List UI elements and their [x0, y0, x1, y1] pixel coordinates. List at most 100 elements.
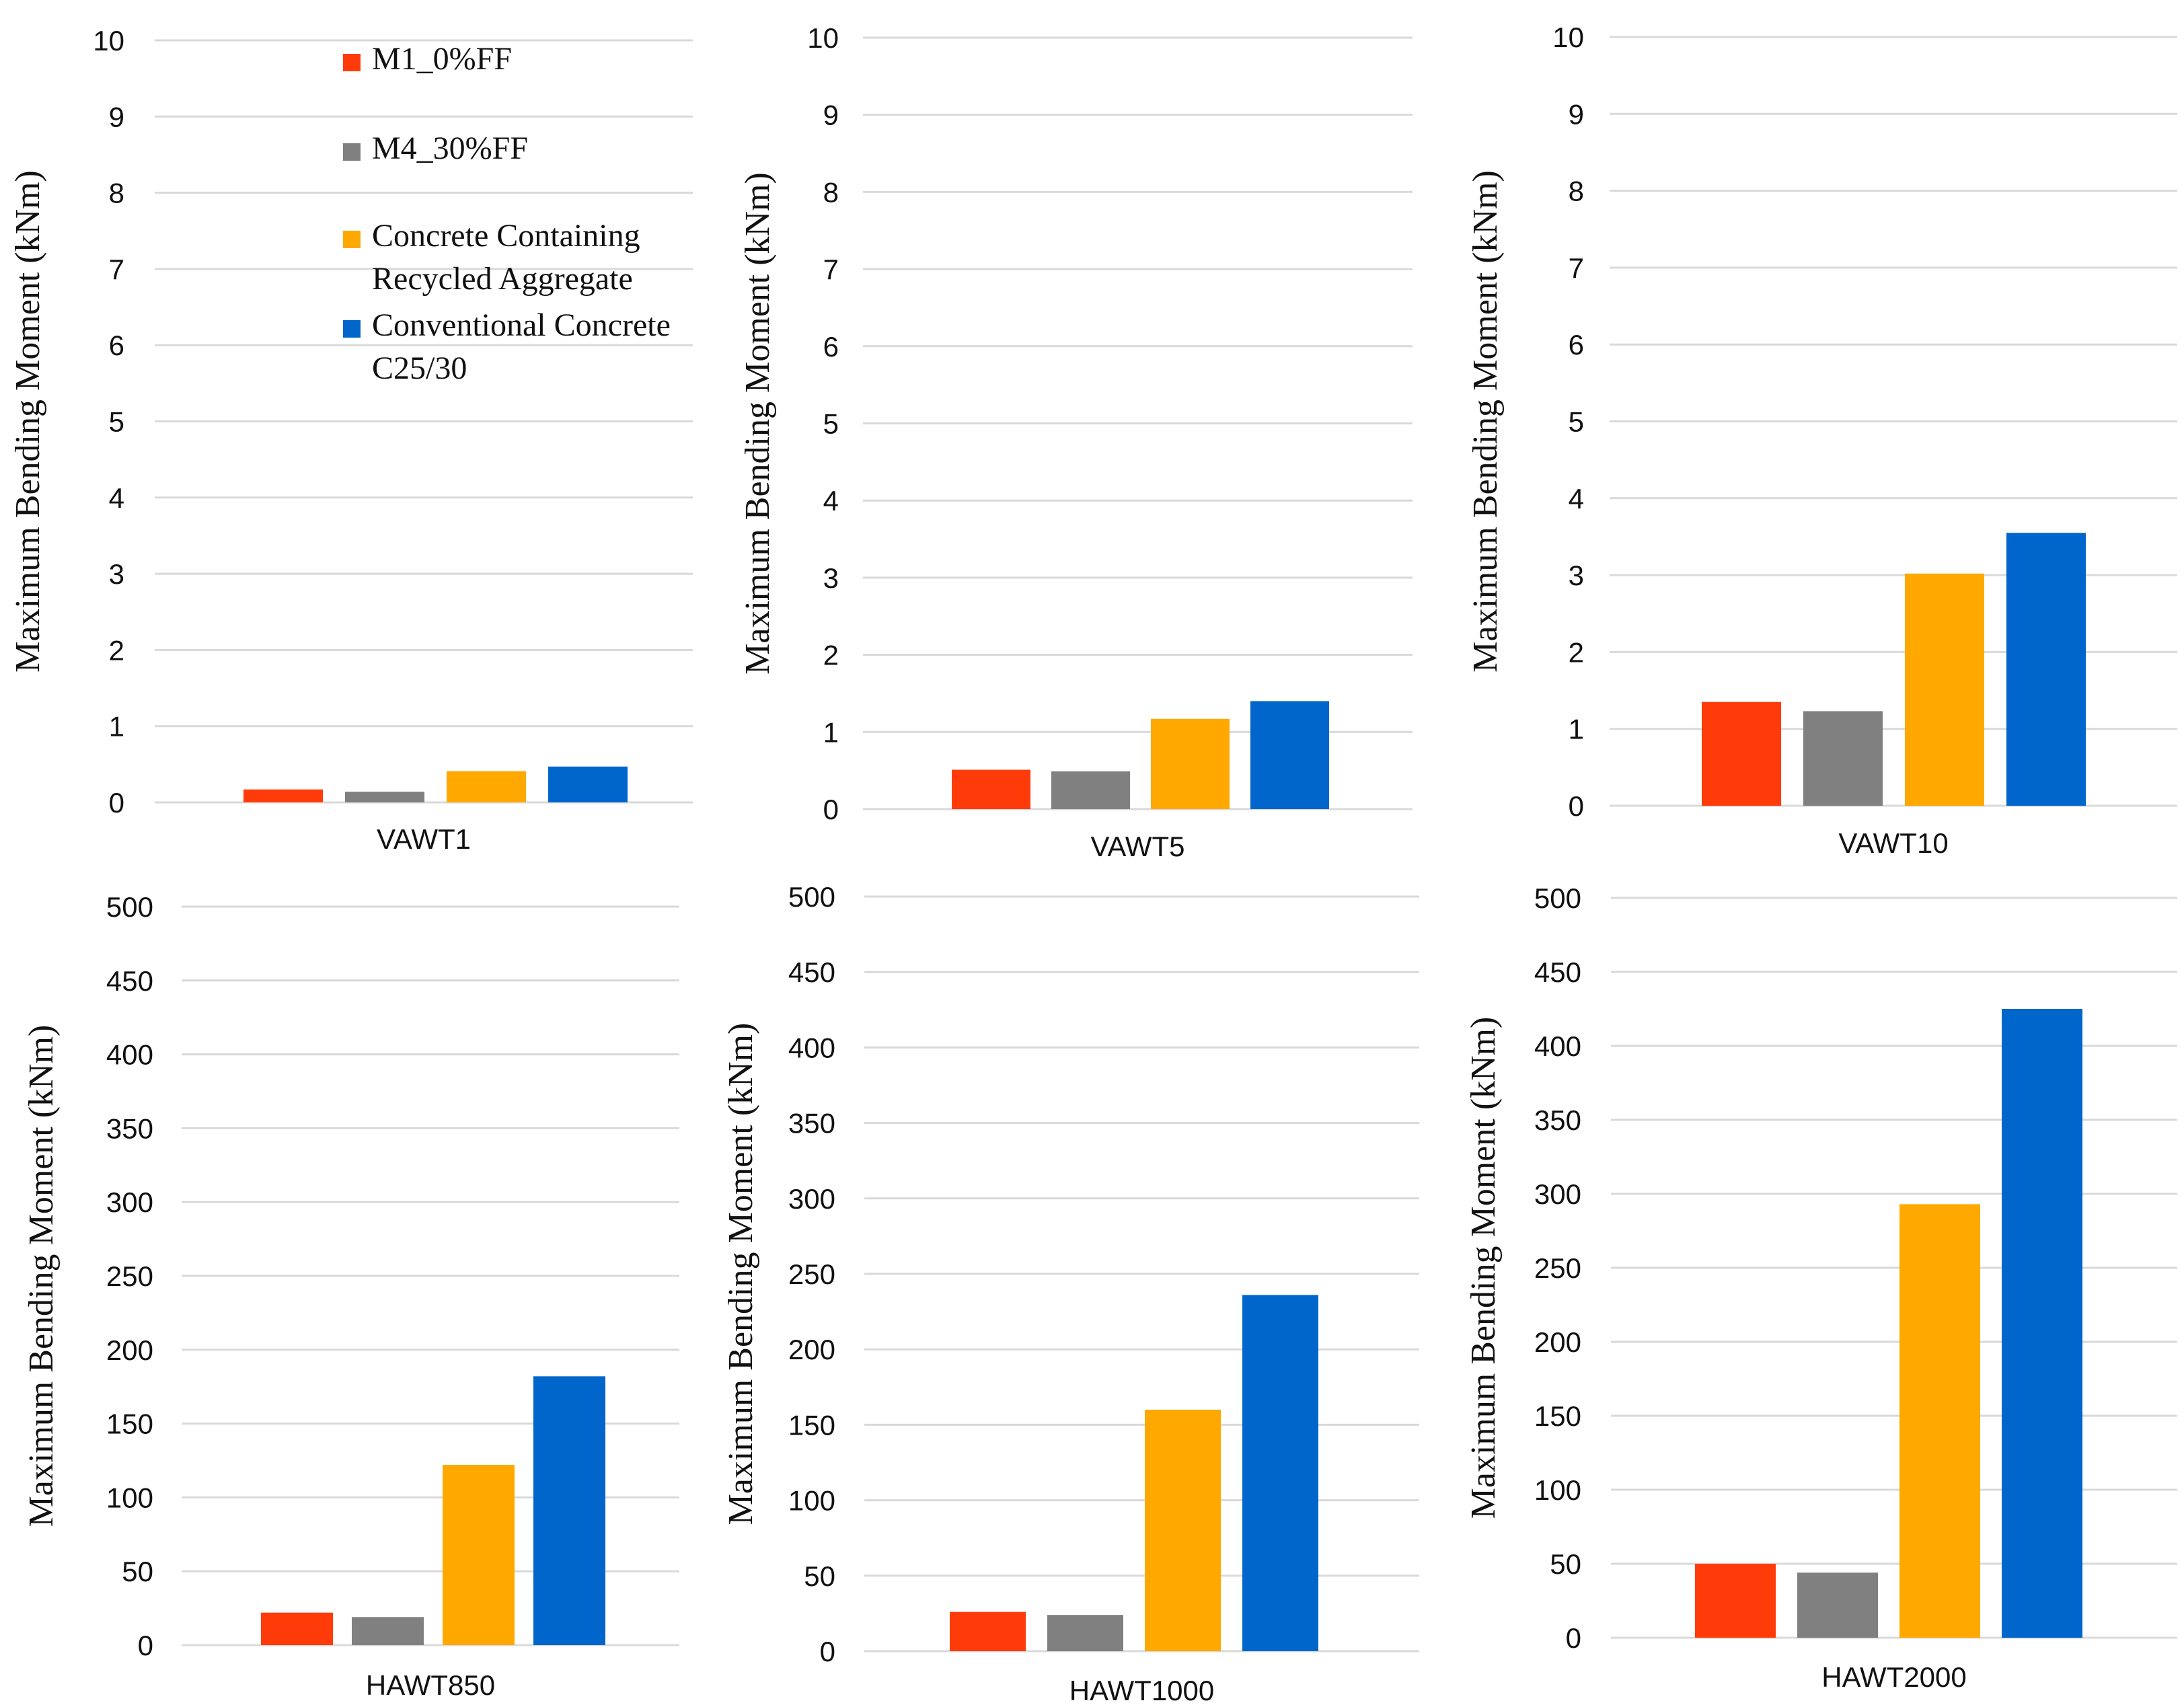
bar-m1-0ff — [952, 769, 1030, 809]
y-tick-label: 150 — [106, 1408, 153, 1440]
y-tick-label: 1 — [1569, 714, 1584, 745]
y-tick-label: 400 — [106, 1039, 153, 1071]
x-category-label: VAWT5 — [1090, 831, 1184, 862]
y-tick-label: 6 — [823, 331, 839, 363]
bar-m4-30ff — [1803, 711, 1883, 806]
y-tick-label: 8 — [1569, 176, 1584, 207]
bar-recycled-aggregate — [443, 1465, 515, 1645]
y-axis-title: Maximum Bending Moment (kNm) — [9, 170, 47, 673]
y-tick-label: 1 — [823, 716, 839, 748]
y-tick-label: 50 — [1550, 1548, 1581, 1580]
y-tick-label: 3 — [823, 562, 839, 594]
y-tick-label: 300 — [106, 1186, 153, 1218]
bar-conventional-concrete — [2006, 533, 2086, 806]
y-tick-label: 9 — [1569, 98, 1584, 130]
y-axis-title: Maximum Bending Moment (kNm) — [1466, 170, 1505, 673]
y-tick-label: 250 — [1534, 1252, 1581, 1284]
y-axis-title: Maximum Bending Moment (kNm) — [722, 1023, 760, 1525]
chart-panel-hawt1000: 0 50 100 150 200 250 300 350 400 450 500 HAWT1000 Ma… — [722, 881, 1419, 1706]
bar-m1-0ff — [1702, 701, 1781, 806]
y-tick-label: 4 — [823, 485, 839, 517]
y-tick-label: 8 — [823, 176, 839, 208]
y-tick-label: 100 — [1534, 1474, 1581, 1506]
legend-label: M4_30%FF — [372, 130, 528, 166]
legend-label: M1_0%FF — [372, 41, 512, 77]
y-tick-label: 500 — [788, 881, 835, 913]
y-tick-label: 250 — [788, 1258, 835, 1290]
bar-conventional-concrete — [1250, 701, 1329, 809]
y-tick-label: 300 — [788, 1183, 835, 1215]
bar-recycled-aggregate — [1899, 1204, 1980, 1638]
y-tick-label: 7 — [823, 254, 839, 285]
y-tick-label: 3 — [109, 558, 124, 590]
legend-label: Concrete Containing — [372, 218, 640, 254]
bar-recycled-aggregate — [1905, 573, 1984, 806]
bar-m4-30ff — [352, 1617, 424, 1645]
y-tick-label: 350 — [106, 1112, 153, 1144]
y-tick-label: 2 — [823, 640, 839, 671]
bar-conventional-concrete — [533, 1376, 605, 1645]
chart-panel-vawt10: 0 1 2 3 4 5 6 7 8 9 10 VAWT10 Maximum Bending Moment… — [1466, 22, 2177, 859]
bar-m4-30ff — [1051, 771, 1130, 809]
bar-m1-0ff — [1695, 1564, 1776, 1638]
y-tick-label: 5 — [1569, 406, 1584, 438]
bar-m4-30ff — [1797, 1572, 1878, 1638]
y-axis-title: Maximum Bending Moment (kNm) — [22, 1025, 61, 1527]
legend-item-m1-0ff: M1_0%FF — [343, 41, 512, 77]
y-tick-label: 50 — [804, 1560, 835, 1592]
bar-conventional-concrete — [2002, 1009, 2082, 1638]
y-tick-label: 150 — [1534, 1400, 1581, 1432]
y-tick-label: 200 — [1534, 1326, 1581, 1358]
bar-recycled-aggregate — [1151, 718, 1230, 809]
y-tick-label: 5 — [823, 408, 839, 440]
chart-panel-hawt2000: 0 50 100 150 200 250 300 350 400 450 500 HAWT2000 Ma… — [1464, 882, 2177, 1693]
y-tick-label: 5 — [109, 406, 124, 438]
bar-m1-0ff — [243, 789, 323, 802]
chart-panel-vawt1: 0 1 2 3 4 5 6 7 8 9 10 VAWT1 Maximum Bending Moment … — [9, 25, 693, 855]
y-tick-label: 4 — [1569, 483, 1584, 515]
legend-swatch — [343, 320, 361, 338]
bar-m4-30ff — [1047, 1615, 1123, 1651]
legend-swatch — [343, 143, 361, 161]
y-tick-label: 0 — [823, 794, 839, 825]
y-tick-label: 350 — [1534, 1104, 1581, 1136]
y-tick-label: 9 — [823, 100, 839, 131]
bar-conventional-concrete — [548, 766, 628, 802]
y-tick-label: 400 — [788, 1032, 835, 1063]
y-tick-label: 500 — [106, 891, 153, 923]
y-tick-label: 3 — [1569, 560, 1584, 591]
bar-m4-30ff — [345, 792, 424, 802]
y-axis-title: Maximum Bending Moment (kNm) — [739, 172, 777, 675]
x-category-label: VAWT1 — [377, 823, 471, 855]
y-axis-title: Maximum Bending Moment (kNm) — [1464, 1017, 1503, 1519]
legend-item-conventional-concrete: Conventional Concrete C25/30 — [343, 307, 671, 386]
legend-swatch — [343, 231, 361, 248]
y-tick-label: 200 — [788, 1334, 835, 1365]
legend-swatch — [343, 54, 361, 71]
y-tick-label: 0 — [109, 787, 124, 819]
x-category-label: HAWT850 — [366, 1669, 495, 1701]
y-tick-label: 50 — [122, 1556, 153, 1587]
y-tick-label: 450 — [788, 956, 835, 988]
y-tick-label: 100 — [788, 1485, 835, 1517]
y-tick-label: 1 — [109, 711, 124, 743]
legend-label: C25/30 — [372, 350, 467, 386]
y-tick-label: 0 — [820, 1636, 835, 1667]
legend-item-recycled-aggregate: Concrete Containing Recycled Aggregate — [343, 218, 640, 297]
bar-m1-0ff — [261, 1612, 333, 1645]
y-tick-label: 8 — [109, 178, 124, 209]
bar-conventional-concrete — [1242, 1295, 1318, 1651]
x-category-label: HAWT2000 — [1821, 1661, 1967, 1693]
bar-recycled-aggregate — [447, 771, 526, 802]
y-tick-label: 150 — [788, 1409, 835, 1441]
y-tick-label: 6 — [109, 330, 124, 361]
x-category-label: HAWT1000 — [1069, 1675, 1215, 1706]
y-tick-label: 2 — [1569, 636, 1584, 668]
y-tick-label: 2 — [109, 634, 124, 666]
y-tick-label: 10 — [93, 25, 124, 56]
y-tick-label: 10 — [1552, 22, 1584, 53]
y-tick-label: 250 — [106, 1260, 153, 1292]
y-tick-label: 0 — [1569, 790, 1584, 822]
y-tick-label: 4 — [109, 482, 124, 514]
